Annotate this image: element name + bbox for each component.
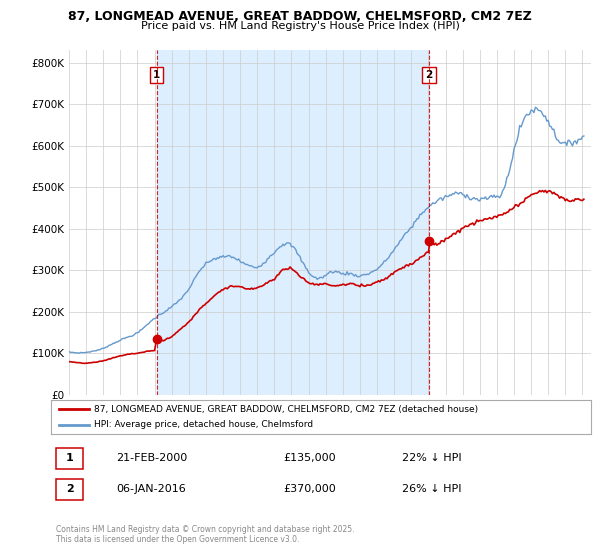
Bar — [157, 50, 429, 395]
Text: 2: 2 — [425, 71, 433, 80]
Text: 1: 1 — [153, 71, 160, 80]
Text: 22% ↓ HPI: 22% ↓ HPI — [402, 453, 461, 463]
FancyBboxPatch shape — [56, 448, 83, 469]
Text: 2: 2 — [66, 484, 74, 494]
Text: 1: 1 — [66, 453, 74, 463]
Text: 06-JAN-2016: 06-JAN-2016 — [116, 484, 185, 494]
Text: 87, LONGMEAD AVENUE, GREAT BADDOW, CHELMSFORD, CM2 7EZ: 87, LONGMEAD AVENUE, GREAT BADDOW, CHELM… — [68, 10, 532, 23]
Text: £370,000: £370,000 — [283, 484, 336, 494]
Text: £135,000: £135,000 — [283, 453, 336, 463]
Text: Contains HM Land Registry data © Crown copyright and database right 2025.
This d: Contains HM Land Registry data © Crown c… — [56, 525, 355, 544]
Text: 21-FEB-2000: 21-FEB-2000 — [116, 453, 187, 463]
Text: Price paid vs. HM Land Registry's House Price Index (HPI): Price paid vs. HM Land Registry's House … — [140, 21, 460, 31]
Text: HPI: Average price, detached house, Chelmsford: HPI: Average price, detached house, Chel… — [94, 421, 313, 430]
Text: 26% ↓ HPI: 26% ↓ HPI — [402, 484, 461, 494]
Text: 87, LONGMEAD AVENUE, GREAT BADDOW, CHELMSFORD, CM2 7EZ (detached house): 87, LONGMEAD AVENUE, GREAT BADDOW, CHELM… — [94, 405, 478, 414]
FancyBboxPatch shape — [56, 479, 83, 500]
